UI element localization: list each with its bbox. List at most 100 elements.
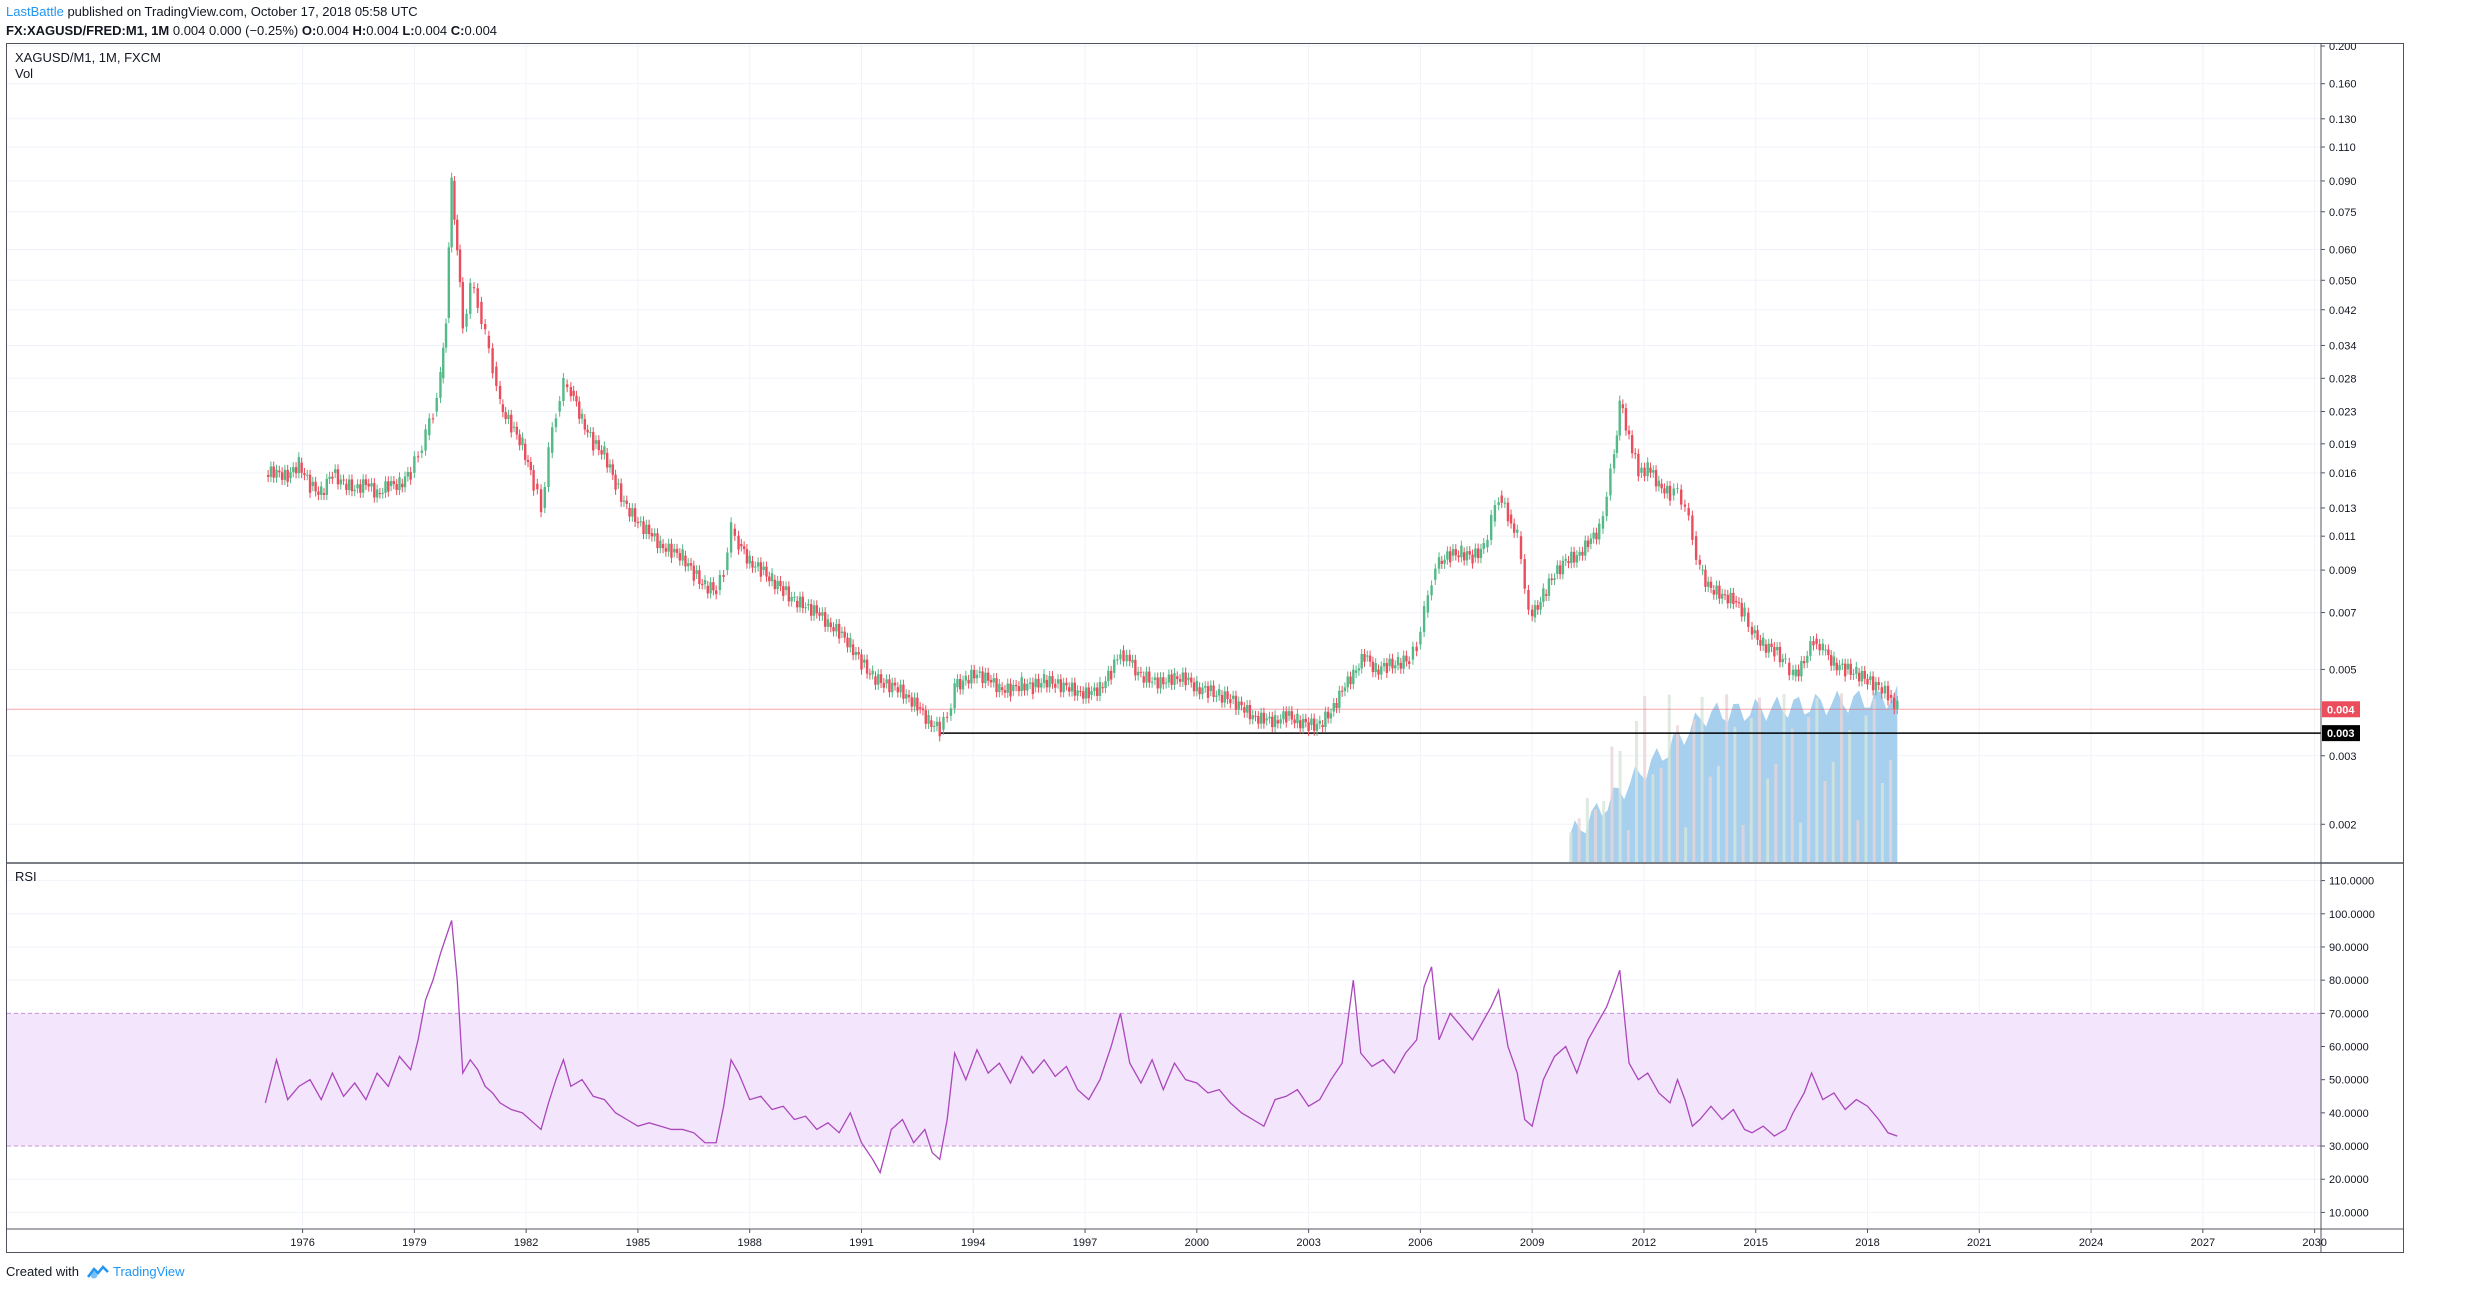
candle-body: [1756, 630, 1759, 640]
candle-body: [361, 479, 365, 493]
candle-body: [975, 674, 979, 679]
candle-body: [1285, 711, 1288, 723]
candle-body: [1709, 581, 1713, 588]
candle-body: [611, 464, 614, 475]
volume-bar: [1602, 801, 1606, 862]
candle-body: [888, 679, 891, 693]
candle-body: [851, 644, 855, 656]
candle-body: [442, 347, 445, 379]
candle-body: [924, 710, 927, 724]
candle-body: [1634, 453, 1637, 455]
candle-body: [667, 543, 670, 552]
published-text: published on TradingView.com, October 17…: [63, 4, 418, 19]
candle-body: [1598, 523, 1601, 540]
candle-body: [1718, 585, 1721, 599]
candle-body: [1104, 681, 1107, 688]
candle-body: [336, 469, 340, 485]
rsi-tick-label: 110.0000: [2329, 876, 2374, 888]
candle-body: [1871, 676, 1875, 691]
candle-body: [458, 249, 462, 283]
candle-body: [420, 450, 424, 453]
candle-body: [1056, 679, 1060, 684]
candle-body: [1176, 676, 1179, 680]
candle-body: [709, 582, 712, 594]
candle-body: [826, 619, 830, 627]
candle-body: [1621, 404, 1625, 409]
candle-body: [1245, 705, 1249, 713]
candle-body: [1081, 691, 1085, 699]
candle-body: [350, 479, 354, 492]
candle-body: [1734, 600, 1738, 603]
candle-body: [1234, 695, 1238, 710]
candle-body: [1026, 683, 1029, 691]
candle-body: [1368, 655, 1372, 662]
author-link[interactable]: LastBattle: [6, 4, 64, 19]
candle-body: [444, 323, 448, 348]
candle-body: [512, 426, 516, 428]
candle-body: [1818, 644, 1821, 651]
candle-body: [1701, 569, 1704, 571]
candle-body: [1134, 659, 1137, 676]
candle-body: [1374, 663, 1377, 673]
candle-body: [498, 385, 502, 400]
candle-body: [1509, 514, 1513, 524]
candle-body: [1388, 658, 1391, 667]
price-tick-label: 0.034: [2329, 340, 2357, 352]
candle-body: [801, 596, 805, 609]
chart-canvas[interactable]: 0.200 0.160 0.130 0.110 0.090 0.075 0.060 0.050…: [7, 44, 2403, 1252]
volume-bar: [1774, 763, 1778, 862]
time-axis-ticks[interactable]: 1976 1979 1982 1985 1988 1991 1994 1997 2000 2003…: [290, 1229, 2327, 1249]
candle-body: [1759, 639, 1762, 646]
candle-body: [1059, 679, 1063, 693]
candle-body: [1125, 654, 1128, 662]
candle-body: [424, 429, 427, 451]
candle-body: [935, 721, 939, 727]
candle-body: [395, 484, 398, 490]
candle-body: [1802, 660, 1806, 664]
candle-body: [333, 469, 337, 473]
candle-body: [910, 697, 913, 707]
price-tick-label: 0.090: [2329, 176, 2357, 188]
candle-body: [913, 697, 916, 707]
rsi-axis-ticks[interactable]: 110.0000 100.0000 90.0000 80.0000 70.0000 60.…: [2321, 876, 2375, 1220]
candle-body: [1497, 502, 1500, 506]
low-value: 0.004: [414, 23, 451, 38]
candle-body: [554, 418, 558, 428]
candle-body: [532, 470, 535, 491]
candle-body: [740, 544, 743, 547]
candle-body: [1740, 602, 1743, 617]
candle-body: [594, 440, 598, 444]
candle-body: [495, 366, 498, 386]
candle-body: [1240, 701, 1243, 706]
candle-body: [995, 678, 998, 693]
candle-body: [832, 627, 835, 632]
candle-body: [1723, 594, 1727, 596]
candle-body: [605, 452, 609, 468]
candle-body: [821, 612, 824, 616]
candle-body: [1167, 674, 1171, 683]
candle-body: [565, 384, 569, 388]
close-value: 0.004: [464, 23, 498, 38]
chart-frame[interactable]: 0.200 0.160 0.130 0.110 0.090 0.075 0.060 0.050…: [6, 43, 2404, 1253]
candle-body: [765, 566, 768, 577]
candle-body: [622, 500, 626, 502]
created-with-text: Created with: [6, 1264, 79, 1279]
volume-bar: [1880, 783, 1884, 862]
candle-body: [1704, 569, 1707, 587]
candle-body: [986, 672, 990, 681]
candle-body: [1051, 676, 1054, 684]
candle-body: [1150, 681, 1154, 683]
close-label: C:: [450, 23, 465, 38]
price-axis-ticks[interactable]: 0.200 0.160 0.130 0.110 0.090 0.075 0.060 0.050…: [2321, 44, 2357, 831]
rsi-tick-label: 70.0000: [2329, 1008, 2369, 1020]
candle-body: [1048, 676, 1051, 688]
time-tick-label: 2018: [1855, 1237, 1879, 1249]
candle-body: [1815, 638, 1818, 645]
candle-body: [1893, 697, 1896, 709]
candle-body: [1533, 605, 1537, 618]
candle-body: [275, 469, 278, 478]
candle-body: [1287, 711, 1291, 716]
tradingview-link[interactable]: TradingView: [86, 1262, 185, 1282]
candle-body: [1296, 713, 1299, 724]
candle-body: [1880, 687, 1883, 694]
